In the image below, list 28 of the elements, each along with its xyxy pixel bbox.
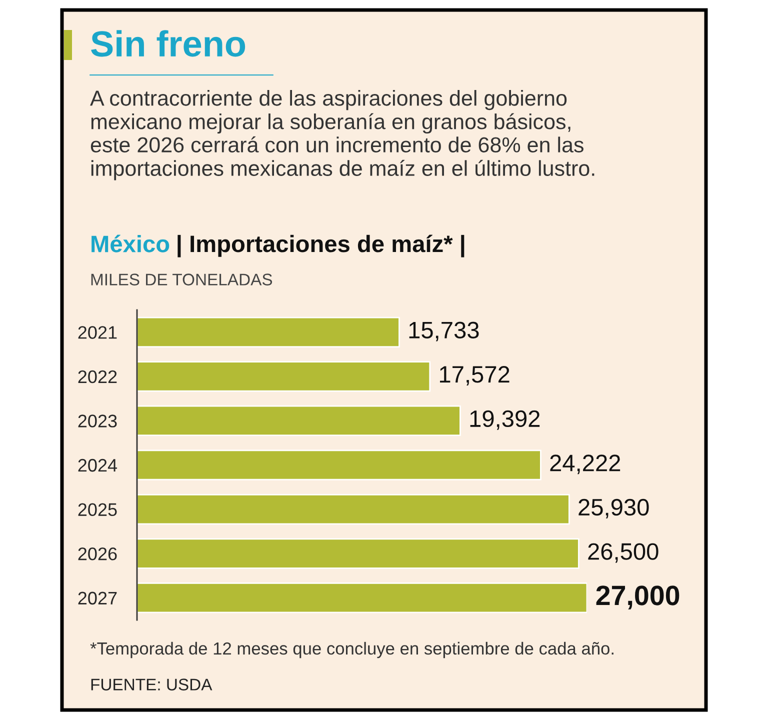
chart-subtitle: A contracorriente de las aspiraciones del gobierno mexicano mejorar la soberanía en granos básicos, este 2026 cerrará con un incremento de 68% en las importaciones mexicanas de maíz en el último lustro.: [90, 90, 594, 180]
y-tick-label: 2024: [78, 458, 118, 472]
data-label: 27,000: [596, 586, 680, 610]
data-label: 25,930: [578, 498, 649, 518]
y-tick-label: 2025: [78, 503, 117, 516]
source-note: FUENTE: USDA: [91, 678, 212, 690]
data-label: 19,392: [470, 410, 540, 430]
data-label: 26,500: [588, 543, 658, 563]
text: *Temporada de 12 meses que concluye en septiembre de cada año.: [90, 642, 614, 658]
text: MILES DE TONELADAS: [91, 274, 272, 286]
y-tick-label: 2027: [78, 592, 117, 605]
y-tick-label: 2023: [78, 414, 117, 428]
bar: [137, 316, 400, 348]
y-tick-label: 2022: [78, 370, 117, 384]
data-label: 15,733: [409, 322, 479, 342]
data-label: 24,222: [550, 454, 620, 474]
data-label: 17,572: [440, 366, 510, 386]
text: México: [92, 234, 170, 252]
chart-title: Sin freno: [91, 30, 246, 57]
bar: [137, 361, 431, 392]
y-tick-label: 2021: [78, 326, 117, 339]
bar: [137, 494, 570, 525]
bar: [137, 405, 461, 436]
y-tick-label: 2026: [78, 548, 117, 560]
bar: [137, 538, 580, 569]
bar: [137, 582, 587, 614]
text: | Importaciones de maíz* |: [178, 234, 464, 258]
bar: [137, 450, 542, 480]
